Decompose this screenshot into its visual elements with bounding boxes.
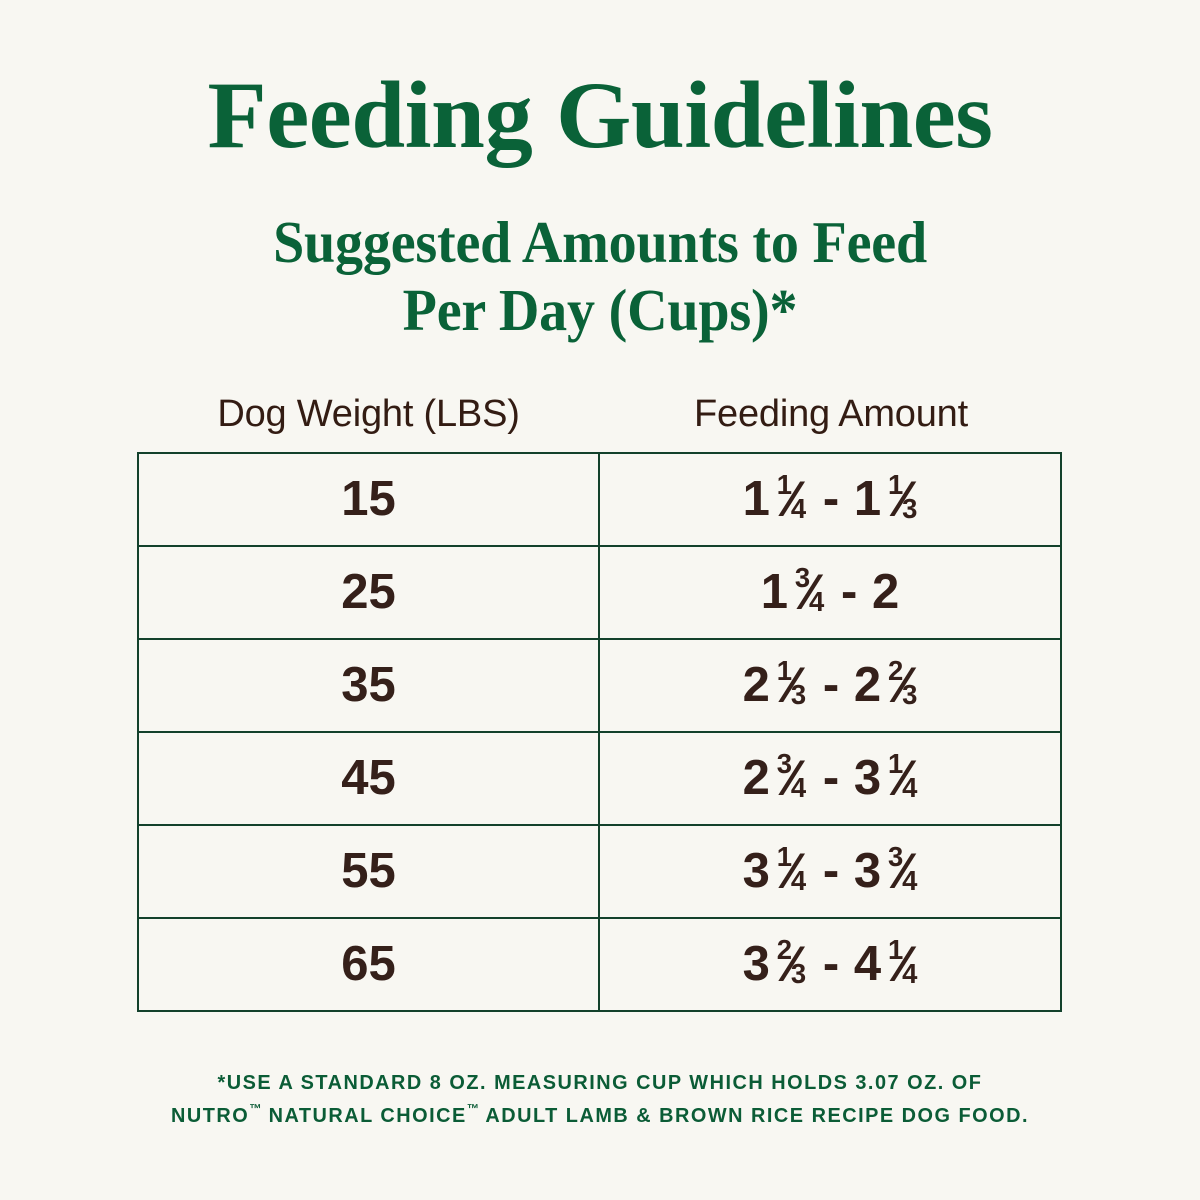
fraction: 3⁄4 [795, 564, 825, 620]
cell-feeding-amount: 2 1⁄3-2 2⁄3 [600, 640, 1060, 731]
page-subtitle: Suggested Amounts to Feed Per Day (Cups)… [0, 208, 1200, 345]
whole-number: 2 [853, 658, 882, 712]
fraction-denominator: 4 [790, 492, 807, 524]
whole-number: 3 [742, 937, 770, 991]
subtitle-line-2: Per Day (Cups)* [402, 277, 798, 344]
page-title: Feeding Guidelines [207, 62, 993, 168]
fraction: 3⁄4 [888, 843, 918, 899]
cell-dog-weight: 45 [139, 733, 600, 824]
whole-number: 1 [760, 565, 789, 619]
fraction-solidus: ⁄ [898, 843, 908, 899]
footnote-line-2: NUTRO™ NATURAL CHOICE™ ADULT LAMB & BROW… [18, 1099, 1182, 1132]
table-row: 55 3 1⁄4-3 3⁄4 [139, 826, 1060, 919]
fraction-solidus: ⁄ [787, 936, 796, 992]
trademark-icon-1: ™ [249, 1100, 262, 1116]
fraction: 1⁄3 [777, 657, 807, 713]
range-dash: - [822, 844, 840, 898]
cell-dog-weight: 25 [139, 547, 600, 638]
fraction-numerator: 1 [776, 469, 792, 501]
footnote-line-1: *USE A STANDARD 8 OZ. MEASURING CUP WHIC… [217, 1071, 983, 1094]
fraction-numerator: 3 [776, 748, 792, 780]
fraction-denominator: 3 [902, 678, 918, 710]
trademark-icon-2: ™ [466, 1100, 480, 1116]
table-row: 35 2 1⁄3-2 2⁄3 [139, 640, 1060, 733]
fraction-numerator: 1 [887, 469, 904, 501]
fraction-solidus: ⁄ [787, 471, 796, 527]
fraction: 2⁄3 [777, 936, 807, 992]
table-row: 25 1 3⁄4-2 [139, 547, 1060, 640]
whole-number: 2 [742, 751, 770, 805]
footnote-brand-natural-choice: NATURAL CHOICE [261, 1104, 467, 1128]
fraction-numerator: 2 [776, 934, 792, 966]
fraction-denominator: 4 [790, 771, 807, 803]
fraction-numerator: 1 [776, 841, 792, 873]
fraction-numerator: 3 [794, 562, 811, 594]
cell-dog-weight: 55 [139, 826, 600, 917]
whole-number: 4 [853, 937, 882, 991]
fraction-solidus: ⁄ [898, 750, 908, 806]
fraction: 1⁄4 [777, 843, 807, 899]
fraction-numerator: 1 [887, 748, 904, 780]
whole-number: 1 [853, 472, 882, 526]
subtitle-line-1: Suggested Amounts to Feed [273, 209, 927, 275]
fraction-denominator: 3 [790, 957, 807, 989]
range-dash: - [822, 937, 840, 991]
fraction-numerator: 1 [776, 655, 792, 687]
fraction-denominator: 3 [790, 678, 807, 710]
cell-feeding-amount: 3 1⁄4-3 3⁄4 [600, 826, 1060, 917]
whole-number: 3 [742, 844, 770, 898]
cell-dog-weight: 15 [139, 454, 600, 545]
fraction-denominator: 3 [902, 492, 918, 524]
fraction-denominator: 4 [902, 771, 918, 803]
cell-feeding-amount: 1 1⁄4-1 1⁄3 [600, 454, 1060, 545]
table-row: 65 3 2⁄3-4 1⁄4 [139, 919, 1060, 1010]
whole-number: 3 [853, 844, 882, 898]
fraction-solidus: ⁄ [805, 564, 815, 620]
range-dash: - [822, 658, 840, 712]
cell-dog-weight: 35 [139, 640, 600, 731]
whole-number: 2 [871, 565, 900, 619]
fraction-denominator: 4 [902, 957, 918, 989]
footnote: *USE A STANDARD 8 OZ. MEASURING CUP WHIC… [18, 1066, 1182, 1132]
whole-number: 1 [742, 472, 770, 526]
column-header-dog-weight: Dog Weight (LBS) [217, 392, 520, 435]
cell-feeding-amount: 1 3⁄4-2 [600, 547, 1060, 638]
range-dash: - [822, 751, 840, 805]
cell-dog-weight: 65 [139, 919, 600, 1010]
range-dash: - [840, 565, 858, 619]
cell-feeding-amount: 2 3⁄4-3 1⁄4 [600, 733, 1060, 824]
column-header-feeding-amount: Feeding Amount [694, 392, 968, 435]
footnote-product-name: ADULT LAMB & BROWN RICE RECIPE DOG FOOD. [479, 1104, 1029, 1128]
fraction-denominator: 4 [809, 585, 825, 617]
footnote-brand-nutro: NUTRO [171, 1104, 250, 1128]
fraction: 1⁄4 [888, 750, 918, 806]
cell-feeding-amount: 3 2⁄3-4 1⁄4 [600, 919, 1060, 1010]
fraction-denominator: 4 [902, 864, 918, 896]
fraction: 1⁄4 [888, 936, 918, 992]
fraction-numerator: 2 [887, 655, 904, 687]
fraction: 3⁄4 [777, 750, 807, 806]
feeding-guidelines-table: 15 1 1⁄4-1 1⁄3 25 1 3⁄4-2 35 2 1⁄3-2 2⁄3 45 2 3⁄4-3 1⁄… [137, 452, 1062, 1012]
fraction-solidus: ⁄ [787, 750, 796, 806]
fraction: 2⁄3 [888, 657, 918, 713]
table-row: 45 2 3⁄4-3 1⁄4 [139, 733, 1060, 826]
fraction-denominator: 4 [790, 864, 807, 896]
fraction-solidus: ⁄ [898, 657, 908, 713]
fraction: 1⁄3 [888, 471, 918, 527]
fraction-solidus: ⁄ [787, 657, 796, 713]
whole-number: 3 [853, 751, 882, 805]
whole-number: 2 [742, 658, 770, 712]
table-column-headers: Dog Weight (LBS) Feeding Amount [137, 388, 1062, 440]
fraction-solidus: ⁄ [787, 843, 796, 899]
fraction-solidus: ⁄ [898, 936, 908, 992]
range-dash: - [822, 472, 840, 526]
fraction: 1⁄4 [777, 471, 807, 527]
fraction-numerator: 1 [887, 934, 904, 966]
table-row: 15 1 1⁄4-1 1⁄3 [139, 454, 1060, 547]
fraction-numerator: 3 [887, 841, 904, 873]
fraction-solidus: ⁄ [898, 471, 908, 527]
